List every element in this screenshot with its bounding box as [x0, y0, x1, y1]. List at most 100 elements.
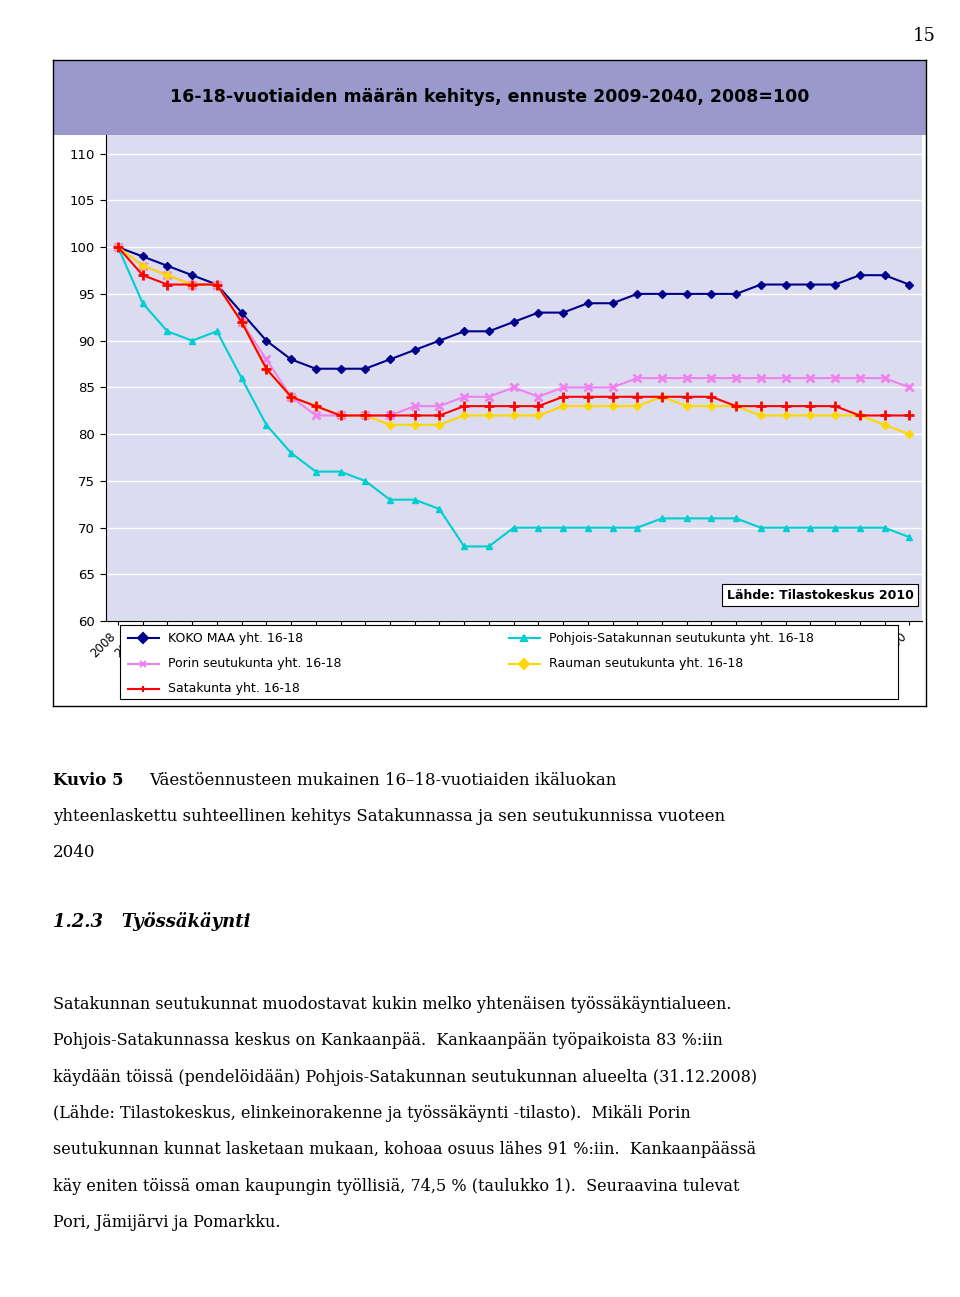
Text: 16-18-vuotiaiden määrän kehitys, ennuste 2009-2040, 2008=100: 16-18-vuotiaiden määrän kehitys, ennuste…: [170, 88, 809, 106]
Porin seutukunta yht. 16-18: [483, 389, 494, 405]
Pohjois-Satakunnan seutukunta yht. 16-18: [829, 520, 841, 536]
Text: Porin seutukunta yht. 16-18: Porin seutukunta yht. 16-18: [168, 658, 342, 671]
Pohjois-Satakunnan seutukunta yht. 16-18: [582, 520, 593, 536]
Text: Satakunta yht. 16-18: Satakunta yht. 16-18: [168, 682, 300, 695]
KOKO MAA yht. 16-18: [508, 314, 519, 329]
KOKO MAA yht. 16-18: [854, 267, 866, 283]
KOKO MAA yht. 16-18: [804, 276, 816, 292]
Porin seutukunta yht. 16-18: [558, 380, 569, 396]
Text: Pori, Jämijärvi ja Pomarkku.: Pori, Jämijärvi ja Pomarkku.: [53, 1214, 280, 1231]
Porin seutukunta yht. 16-18: [533, 389, 544, 405]
KOKO MAA yht. 16-18: [483, 323, 494, 339]
Text: seutukunnan kunnat lasketaan mukaan, kohoaa osuus lähes 91 %:iin.  Kankaanpäässä: seutukunnan kunnat lasketaan mukaan, koh…: [53, 1141, 756, 1158]
KOKO MAA yht. 16-18: [706, 287, 717, 302]
Porin seutukunta yht. 16-18: [681, 371, 692, 387]
Pohjois-Satakunnan seutukunta yht. 16-18: [854, 520, 866, 536]
Rauman seutukunta yht. 16-18: [731, 398, 742, 414]
Porin seutukunta yht. 16-18: [756, 371, 767, 387]
KOKO MAA yht. 16-18: [186, 267, 198, 283]
Satakunta yht. 16-18: [359, 407, 371, 423]
Porin seutukunta yht. 16-18: [285, 389, 297, 405]
Rauman seutukunta yht. 16-18: [236, 314, 248, 329]
Satakunta yht. 16-18: [780, 398, 791, 414]
KOKO MAA yht. 16-18: [756, 276, 767, 292]
KOKO MAA yht. 16-18: [384, 351, 396, 367]
Rauman seutukunta yht. 16-18: [829, 407, 841, 423]
Rauman seutukunta yht. 16-18: [756, 407, 767, 423]
Text: Pohjois-Satakunnassa keskus on Kankaanpää.  Kankaanpään työpaikoista 83 %:iin: Pohjois-Satakunnassa keskus on Kankaanpä…: [53, 1032, 723, 1049]
Satakunta yht. 16-18: [458, 398, 469, 414]
Text: KOKO MAA yht. 16-18: KOKO MAA yht. 16-18: [168, 632, 303, 645]
Rauman seutukunta yht. 16-18: [878, 418, 890, 433]
KOKO MAA yht. 16-18: [409, 342, 420, 358]
KOKO MAA yht. 16-18: [681, 287, 692, 302]
Pohjois-Satakunnan seutukunta yht. 16-18: [236, 371, 248, 387]
Rauman seutukunta yht. 16-18: [706, 398, 717, 414]
Rauman seutukunta yht. 16-18: [483, 407, 494, 423]
Text: 1.2.3   Työssäkäynti: 1.2.3 Työssäkäynti: [53, 912, 251, 931]
Rauman seutukunta yht. 16-18: [681, 398, 692, 414]
Satakunta yht. 16-18: [582, 389, 593, 405]
Pohjois-Satakunnan seutukunta yht. 16-18: [458, 538, 469, 554]
Line: KOKO MAA yht. 16-18: KOKO MAA yht. 16-18: [115, 244, 912, 371]
Text: 2040: 2040: [53, 844, 95, 861]
Rauman seutukunta yht. 16-18: [854, 407, 866, 423]
Pohjois-Satakunnan seutukunta yht. 16-18: [161, 323, 173, 339]
Rauman seutukunta yht. 16-18: [112, 240, 124, 256]
Rauman seutukunta yht. 16-18: [137, 258, 149, 274]
KOKO MAA yht. 16-18: [458, 323, 469, 339]
Pohjois-Satakunnan seutukunta yht. 16-18: [335, 464, 347, 480]
Pohjois-Satakunnan seutukunta yht. 16-18: [260, 418, 272, 433]
Porin seutukunta yht. 16-18: [582, 380, 593, 396]
Rauman seutukunta yht. 16-18: [335, 407, 347, 423]
KOKO MAA yht. 16-18: [260, 333, 272, 349]
Text: Lähde: Tilastokeskus 2010: Lähde: Tilastokeskus 2010: [727, 589, 913, 602]
Porin seutukunta yht. 16-18: [829, 371, 841, 387]
Pohjois-Satakunnan seutukunta yht. 16-18: [434, 501, 445, 516]
KOKO MAA yht. 16-18: [878, 267, 890, 283]
Rauman seutukunta yht. 16-18: [508, 407, 519, 423]
KOKO MAA yht. 16-18: [903, 276, 915, 292]
Rauman seutukunta yht. 16-18: [903, 427, 915, 442]
Pohjois-Satakunnan seutukunta yht. 16-18: [409, 492, 420, 507]
Text: Väestöennusteen mukainen 16–18-vuotiaiden ikäluokan: Väestöennusteen mukainen 16–18-vuotiaide…: [149, 772, 616, 789]
Porin seutukunta yht. 16-18: [236, 314, 248, 329]
KOKO MAA yht. 16-18: [161, 258, 173, 274]
KOKO MAA yht. 16-18: [137, 249, 149, 265]
Line: Pohjois-Satakunnan seutukunta yht. 16-18: Pohjois-Satakunnan seutukunta yht. 16-18: [114, 244, 913, 550]
Satakunta yht. 16-18: [483, 398, 494, 414]
Text: Pohjois-Satakunnan seutukunta yht. 16-18: Pohjois-Satakunnan seutukunta yht. 16-18: [549, 632, 814, 645]
Porin seutukunta yht. 16-18: [804, 371, 816, 387]
Satakunta yht. 16-18: [804, 398, 816, 414]
Porin seutukunta yht. 16-18: [112, 240, 124, 256]
Rauman seutukunta yht. 16-18: [780, 407, 791, 423]
Porin seutukunta yht. 16-18: [359, 407, 371, 423]
Rauman seutukunta yht. 16-18: [384, 418, 396, 433]
Text: Kuvio 5: Kuvio 5: [53, 772, 123, 789]
Satakunta yht. 16-18: [112, 240, 124, 256]
Porin seutukunta yht. 16-18: [434, 398, 445, 414]
Satakunta yht. 16-18: [236, 314, 248, 329]
Porin seutukunta yht. 16-18: [657, 371, 668, 387]
Text: 15: 15: [913, 27, 936, 45]
Satakunta yht. 16-18: [533, 398, 544, 414]
KOKO MAA yht. 16-18: [780, 276, 791, 292]
KOKO MAA yht. 16-18: [310, 361, 322, 376]
Satakunta yht. 16-18: [260, 361, 272, 376]
KOKO MAA yht. 16-18: [829, 276, 841, 292]
Porin seutukunta yht. 16-18: [508, 380, 519, 396]
Porin seutukunta yht. 16-18: [458, 389, 469, 405]
Pohjois-Satakunnan seutukunta yht. 16-18: [756, 520, 767, 536]
Text: käy eniten töissä oman kaupungin työllisiä, 74,5 % (taulukko 1).  Seuraavina tul: käy eniten töissä oman kaupungin työllis…: [53, 1178, 739, 1195]
Satakunta yht. 16-18: [508, 398, 519, 414]
Line: Satakunta yht. 16-18: Satakunta yht. 16-18: [113, 243, 914, 420]
Porin seutukunta yht. 16-18: [706, 371, 717, 387]
Pohjois-Satakunnan seutukunta yht. 16-18: [533, 520, 544, 536]
Satakunta yht. 16-18: [161, 276, 173, 292]
Pohjois-Satakunnan seutukunta yht. 16-18: [632, 520, 643, 536]
Porin seutukunta yht. 16-18: [186, 276, 198, 292]
Pohjois-Satakunnan seutukunta yht. 16-18: [731, 511, 742, 527]
Porin seutukunta yht. 16-18: [854, 371, 866, 387]
Rauman seutukunta yht. 16-18: [310, 398, 322, 414]
Satakunta yht. 16-18: [285, 389, 297, 405]
